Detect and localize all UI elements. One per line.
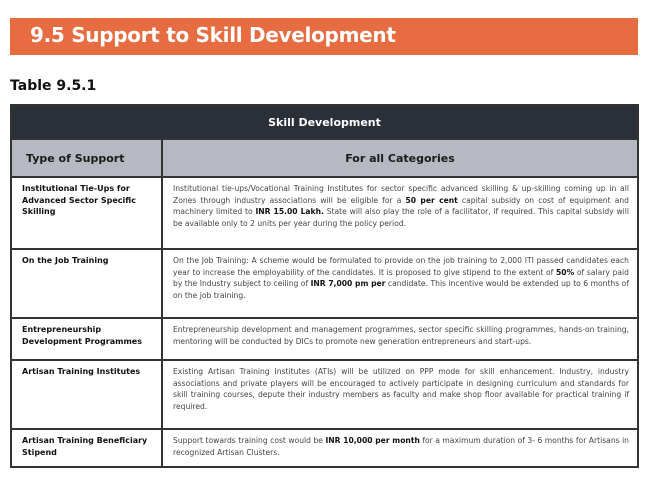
- highlighted-value: 50%: [556, 267, 575, 277]
- support-description: Entrepreneurship development and managem…: [161, 317, 639, 361]
- description-text: Existing Artisan Training Institutes (AT…: [173, 367, 629, 411]
- highlighted-value: INR 7,000 pm per: [310, 279, 386, 289]
- support-type: Entrepreneurship Development Programmes: [10, 317, 163, 361]
- support-description: Existing Artisan Training Institutes (AT…: [161, 359, 639, 430]
- description-text: On the Job Training: A scheme would be f…: [173, 256, 629, 277]
- description-text: Support towards training cost would be: [173, 436, 326, 445]
- table-row: Institutional Tie-Ups for Advanced Secto…: [10, 176, 639, 250]
- description-text: Entrepreneurship development and managem…: [173, 325, 629, 346]
- description-text: Institutional tie-ups/Vocational Trainin…: [173, 184, 629, 205]
- support-type: On the Job Training: [10, 248, 163, 319]
- support-type: Artisan Training Beneficiary Stipend: [10, 428, 163, 468]
- table-row: Entrepreneurship Development Programmes E…: [10, 317, 639, 361]
- support-description: Support towards training cost would be I…: [161, 428, 639, 468]
- highlighted-value: INR 10,000 per month: [325, 436, 420, 445]
- table-row: Artisan Training Institutes Existing Arti…: [10, 359, 639, 430]
- section-title: 9.5 Support to Skill Development: [30, 23, 396, 47]
- description-text: of salary paid by the Industry subject t…: [173, 267, 629, 289]
- support-type: Institutional Tie-Ups for Advanced Secto…: [10, 176, 163, 250]
- support-description: Institutional tie-ups/Vocational Trainin…: [161, 176, 639, 250]
- skill-development-table: Skill Development Type of Support For al…: [10, 104, 639, 468]
- section-banner: 9.5 Support to Skill Development: [10, 18, 638, 55]
- table-row: Artisan Training Beneficiary Stipend Supp…: [10, 428, 639, 468]
- header-for-all-categories: For all Categories: [161, 138, 639, 178]
- highlighted-value: INR 15.00 Lakh.: [255, 207, 324, 217]
- description-text: candidate. This incentive would be exten…: [173, 279, 629, 300]
- table-label: Table 9.5.1: [10, 78, 97, 94]
- support-description: On the Job Training: A scheme would be f…: [161, 248, 639, 319]
- description-text: capital subsidy on cost of equipment and…: [173, 195, 630, 217]
- table-title: Skill Development: [10, 104, 639, 140]
- description-text: State will also play the role of a facil…: [173, 207, 630, 228]
- highlighted-value: 50 per cent: [405, 195, 458, 205]
- table-row: On the Job Training On the Job Training: …: [10, 248, 639, 319]
- support-type: Artisan Training Institutes: [10, 359, 163, 430]
- description-text: for a maximum duration of 3- 6 months fo…: [173, 436, 629, 457]
- header-type-of-support: Type of Support: [10, 138, 163, 178]
